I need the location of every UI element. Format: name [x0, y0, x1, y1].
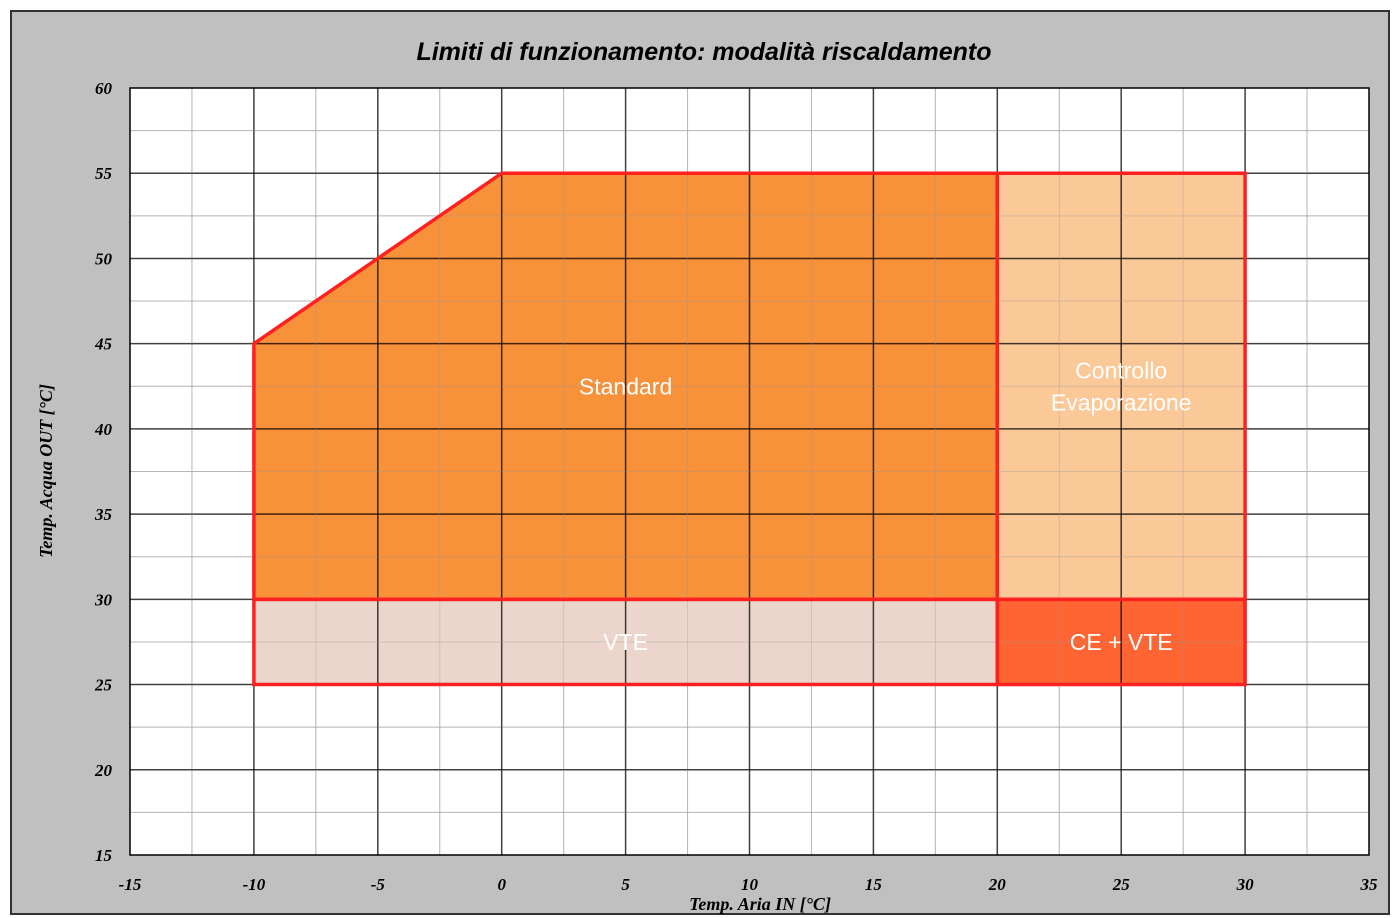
- y-tick-label: 40: [94, 420, 113, 439]
- y-tick-label: 45: [94, 335, 113, 354]
- region-label: CE + VTE: [1070, 629, 1173, 655]
- x-tick-label: 20: [988, 875, 1007, 894]
- region-label: Evaporazione: [1051, 389, 1192, 415]
- x-tick-label: 30: [1236, 875, 1255, 894]
- x-tick-label: 25: [1112, 875, 1131, 894]
- region-label: Standard: [579, 373, 672, 399]
- grid-major: [130, 88, 1369, 855]
- y-axis-ticks: 15 20 25 30 35 40 45 50 55 60: [94, 79, 113, 865]
- region-outlines: [252, 171, 1247, 687]
- plot-border: [129, 87, 1370, 856]
- x-axis-title: Temp. Aria IN [°C]: [689, 894, 831, 914]
- y-tick-label: 30: [94, 590, 113, 609]
- chart-title: Limiti di funzionamento: modalità riscal…: [416, 38, 991, 66]
- x-tick-label: 0: [497, 875, 506, 894]
- y-tick-label: 60: [95, 79, 113, 98]
- region-outline: [995, 597, 1247, 687]
- x-tick-label: 10: [741, 875, 759, 894]
- y-tick-label: 50: [95, 249, 113, 268]
- x-tick-label: -10: [243, 875, 266, 894]
- y-tick-label: 20: [94, 761, 113, 780]
- y-tick-label: 55: [95, 164, 113, 183]
- x-tick-label: 35: [1360, 875, 1379, 894]
- x-axis-ticks: -15 -10 -5 0 5 10 15 20 25 30 35: [119, 875, 1378, 894]
- x-tick-label: 5: [621, 875, 630, 894]
- region-labels: Standard Controllo Evaporazione VTE CE + VTE: [579, 357, 1192, 655]
- x-tick-label: 15: [865, 875, 883, 894]
- y-axis-title: Temp. Acqua OUT [°C]: [36, 384, 56, 558]
- y-tick-label: 35: [94, 505, 113, 524]
- region-label: Controllo: [1075, 357, 1167, 383]
- x-tick-label: -5: [371, 875, 386, 894]
- region-label: VTE: [603, 629, 648, 655]
- y-tick-label: 15: [95, 846, 113, 865]
- x-tick-label: -15: [119, 875, 142, 894]
- y-tick-label: 25: [94, 676, 113, 695]
